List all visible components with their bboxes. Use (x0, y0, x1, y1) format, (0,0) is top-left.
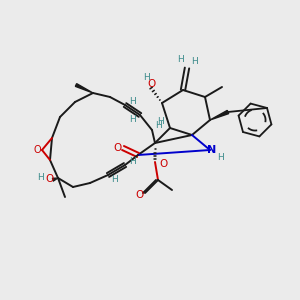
Text: O: O (147, 79, 155, 89)
Text: N: N (207, 145, 217, 155)
Polygon shape (75, 84, 93, 93)
Text: H: H (38, 173, 44, 182)
Text: O: O (45, 174, 53, 184)
Text: O: O (159, 159, 167, 169)
Text: H: H (129, 115, 135, 124)
Polygon shape (210, 110, 229, 120)
Text: H: H (157, 116, 164, 125)
Text: H: H (130, 97, 136, 106)
Text: H: H (178, 56, 184, 64)
Text: H: H (156, 121, 162, 130)
Text: H: H (142, 74, 149, 82)
Text: O: O (135, 190, 143, 200)
Text: H: H (129, 158, 135, 166)
Text: O: O (33, 145, 41, 155)
Text: H: H (112, 176, 118, 184)
Text: H: H (192, 58, 198, 67)
Text: O: O (113, 143, 121, 153)
Text: H: H (217, 154, 224, 163)
